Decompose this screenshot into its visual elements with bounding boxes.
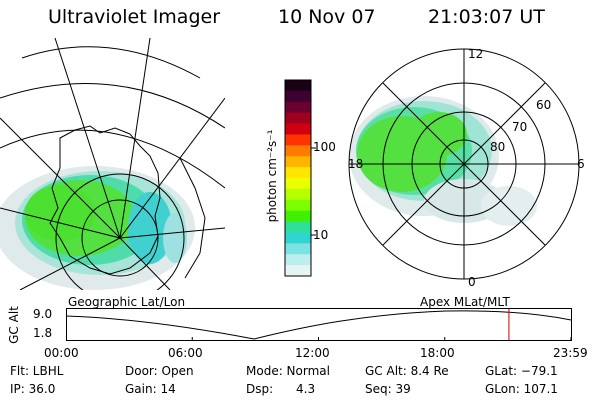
colorbar-cell xyxy=(285,112,311,125)
colorbar-cell xyxy=(285,232,311,244)
colorbar-unit-label: photon cm⁻²s⁻¹ xyxy=(265,129,279,223)
colorbar-cell xyxy=(285,90,311,103)
colorbar-cell xyxy=(285,156,311,168)
alt-tick-9: 9.0 xyxy=(33,307,53,321)
colorbar-cell xyxy=(285,221,311,233)
door-status: Door: Open xyxy=(125,364,194,378)
colorbar-cell xyxy=(285,188,311,201)
polar-mlat-mlt-plot xyxy=(348,48,580,280)
colorbar xyxy=(284,79,316,277)
time-label: 21:03:07 UT xyxy=(428,6,545,28)
alt-axis-label: GC Alt xyxy=(7,306,21,344)
mode-status: Mode: Normal xyxy=(246,364,330,378)
dsp-value: 4.3 xyxy=(296,382,316,396)
colorbar-cell xyxy=(285,167,311,179)
colorbar-cell xyxy=(285,101,311,114)
time-tick-0600: 06:00 xyxy=(168,346,203,360)
mlt-label-6: 6 xyxy=(577,157,585,171)
geographic-caption: Geographic Lat/Lon xyxy=(68,295,186,309)
alt-tick-1-8: 1.8 xyxy=(33,326,53,340)
colorbar-cell xyxy=(285,243,311,255)
colorbar-cell xyxy=(285,80,311,92)
continent-outline xyxy=(49,125,161,275)
geographic-image-panel xyxy=(0,38,225,290)
gain-status: Gain: 14 xyxy=(125,382,176,396)
time-tick-2359: 23:59 xyxy=(553,346,588,360)
time-tick-0000: 00:00 xyxy=(44,346,79,360)
altitude-curve xyxy=(66,310,572,340)
mlt-label-0: 0 xyxy=(468,275,476,289)
mlat-label-80: 80 xyxy=(490,140,506,154)
mlat-label-70: 70 xyxy=(512,120,528,134)
mlt-label-18: 18 xyxy=(348,157,364,171)
colorbar-cell xyxy=(285,134,311,146)
filter-status: Flt: LBHL xyxy=(10,364,64,378)
colorbar-tick-10: 10 xyxy=(313,228,329,242)
colorbar-cell xyxy=(285,145,311,157)
colorbar-cell xyxy=(285,254,311,266)
ip-status: IP: 36.0 xyxy=(10,382,56,396)
apex-caption: Apex MLat/MLT xyxy=(420,295,510,309)
time-tick-1200: 12:00 xyxy=(295,346,330,360)
gc-alt-status: GC Alt: 8.4 Re xyxy=(365,364,449,378)
mlat-label-60: 60 xyxy=(536,98,552,112)
colorbar-cell xyxy=(285,123,311,135)
colorbar-cell xyxy=(285,178,311,190)
colorbar-cell xyxy=(285,265,311,277)
colorbar-tick-100: 100 xyxy=(313,140,336,154)
colorbar-cell xyxy=(285,210,311,223)
mlt-label-12: 12 xyxy=(468,47,484,61)
date-label: 10 Nov 07 xyxy=(278,6,376,28)
dsp-label: Dsp: xyxy=(246,382,274,396)
glon-status: GLon: 107.1 xyxy=(485,382,558,396)
instrument-title: Ultraviolet Imager xyxy=(48,6,221,28)
time-tick-1800: 18:00 xyxy=(420,346,455,360)
colorbar-cell xyxy=(285,199,311,212)
glat-status: GLat: −79.1 xyxy=(485,364,558,378)
altitude-plot xyxy=(66,308,572,341)
seq-status: Seq: 39 xyxy=(365,382,411,396)
